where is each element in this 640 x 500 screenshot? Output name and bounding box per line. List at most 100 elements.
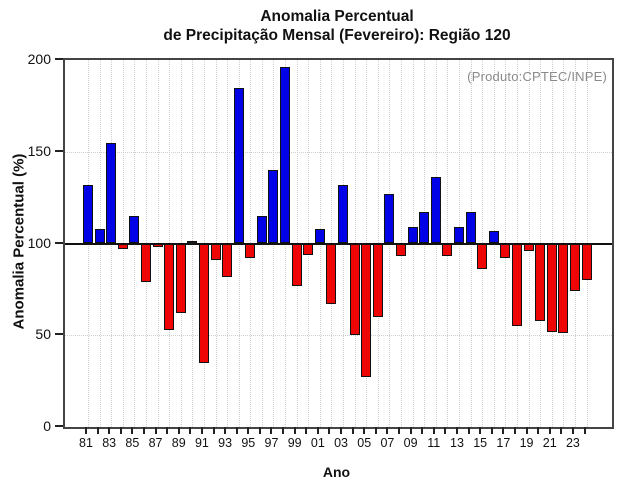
chart-title-line2: de Precipitação Mensal (Fevereiro): Regi… — [163, 27, 511, 44]
bar-00 — [303, 243, 314, 255]
bar-11 — [430, 177, 441, 244]
bar-21 — [546, 243, 557, 332]
x-tick-95 — [247, 427, 250, 434]
x-tick-label-99: 99 — [287, 436, 302, 450]
x-tick-84 — [119, 427, 122, 434]
x-tick-19 — [525, 427, 528, 434]
x-axis-title: Ano — [322, 464, 351, 480]
x-tick-04 — [351, 427, 354, 434]
x-tick-23 — [571, 427, 574, 434]
y-tick-150 — [55, 149, 63, 152]
bar-91 — [198, 243, 209, 363]
x-tick-83 — [108, 427, 111, 434]
x-tick-09 — [409, 427, 412, 434]
bar-12 — [442, 243, 453, 257]
x-tick-label-85: 85 — [125, 436, 140, 450]
bar-24 — [581, 243, 592, 281]
x-tick-label-87: 87 — [148, 436, 163, 450]
x-tick-20 — [537, 427, 540, 434]
x-tick-14 — [467, 427, 470, 434]
x-tick-label-97: 97 — [264, 436, 279, 450]
x-tick-05 — [363, 427, 366, 434]
bar-90 — [187, 240, 198, 245]
x-tick-label-01: 01 — [310, 436, 325, 450]
bar-92 — [210, 243, 221, 260]
bar-84 — [117, 243, 128, 249]
bar-22 — [558, 243, 569, 334]
chart-title: Anomalia Percentual de Precipitação Mens… — [17, 7, 640, 45]
gridline-h-50 — [65, 335, 612, 337]
plot-area: (Produto:CPTEC/INPE) — [63, 58, 614, 429]
x-tick-02 — [328, 427, 331, 434]
product-source-label: (Produto:CPTEC/INPE) — [467, 69, 607, 84]
x-tick-94 — [235, 427, 238, 434]
bar-82 — [94, 228, 105, 244]
x-tick-label-11: 11 — [427, 436, 441, 450]
bar-83 — [106, 142, 117, 244]
bar-96 — [256, 215, 267, 244]
bar-13 — [453, 226, 464, 244]
x-tick-92 — [212, 427, 215, 434]
x-tick-90 — [189, 427, 192, 434]
bar-15 — [477, 243, 488, 270]
y-tick-label-100: 100 — [27, 234, 51, 251]
bar-20 — [535, 243, 546, 321]
x-tick-01 — [316, 427, 319, 434]
x-tick-16 — [490, 427, 493, 434]
x-tick-86 — [142, 427, 145, 434]
bar-04 — [349, 243, 360, 336]
x-tick-label-03: 03 — [334, 436, 348, 450]
bar-94 — [233, 87, 244, 244]
bar-19 — [523, 243, 534, 251]
gridline-h-150 — [65, 151, 612, 153]
x-tick-15 — [479, 427, 482, 434]
bar-08 — [396, 243, 406, 257]
bar-87 — [152, 243, 163, 248]
bar-07 — [384, 193, 395, 244]
y-tick-50 — [55, 333, 63, 336]
x-tick-22 — [560, 427, 563, 434]
x-tick-label-09: 09 — [403, 436, 418, 450]
x-tick-label-95: 95 — [241, 436, 256, 450]
bar-99 — [291, 243, 302, 286]
x-tick-label-21: 21 — [542, 436, 557, 450]
x-tick-24 — [583, 427, 586, 434]
bar-88 — [164, 243, 175, 330]
y-tick-0 — [55, 425, 63, 427]
x-tick-label-19: 19 — [519, 436, 534, 450]
bar-86 — [140, 243, 151, 283]
bar-05 — [361, 243, 372, 378]
bar-81 — [83, 184, 93, 244]
x-tick-96 — [258, 427, 261, 434]
bar-02 — [326, 243, 337, 305]
x-tick-07 — [386, 427, 389, 434]
bar-09 — [407, 226, 418, 244]
x-tick-88 — [166, 427, 169, 434]
y-tick-label-200: 200 — [27, 51, 51, 67]
bar-98 — [280, 67, 291, 244]
bar-06 — [372, 243, 383, 317]
x-tick-87 — [154, 427, 157, 434]
x-tick-21 — [548, 427, 551, 434]
bar-18 — [511, 243, 522, 327]
x-tick-06 — [374, 427, 377, 434]
x-tick-label-15: 15 — [473, 436, 488, 450]
y-tick-label-150: 150 — [27, 142, 51, 159]
x-tick-label-23: 23 — [565, 436, 580, 450]
x-tick-10 — [421, 427, 424, 434]
y-tick-label-50: 50 — [35, 326, 51, 343]
x-tick-label-81: 81 — [79, 436, 93, 450]
x-tick-03 — [340, 427, 343, 434]
bar-93 — [222, 243, 233, 277]
bar-16 — [488, 230, 499, 244]
x-tick-12 — [444, 427, 447, 434]
bar-97 — [268, 170, 279, 244]
x-tick-08 — [398, 427, 400, 434]
x-tick-85 — [131, 427, 134, 434]
x-tick-label-89: 89 — [171, 436, 186, 450]
y-tick-100 — [55, 241, 63, 244]
x-tick-label-13: 13 — [450, 436, 464, 450]
bar-89 — [175, 243, 186, 314]
bar-85 — [129, 215, 140, 244]
x-tick-97 — [270, 427, 273, 434]
